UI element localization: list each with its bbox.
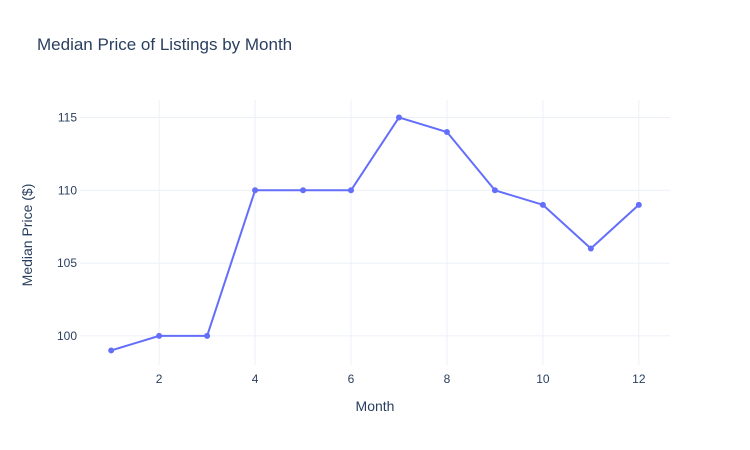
y-tick-label: 105: [57, 256, 77, 270]
data-point[interactable]: [348, 187, 355, 194]
y-tick-label: 100: [57, 329, 77, 343]
data-point[interactable]: [491, 187, 498, 194]
x-tick-label: 8: [444, 372, 451, 386]
x-tick-labels: 2 4 6 8 10 12: [156, 372, 646, 386]
y-tick-label: 110: [58, 183, 77, 197]
data-point[interactable]: [300, 187, 307, 194]
data-point[interactable]: [539, 201, 546, 208]
chart-title: Median Price of Listings by Month: [37, 35, 292, 54]
data-point[interactable]: [252, 187, 259, 194]
data-point[interactable]: [156, 332, 163, 339]
y-axis-title: Median Price ($): [19, 184, 35, 287]
series-line: [110, 116, 640, 352]
x-tick-label: 10: [536, 372, 550, 386]
x-axis-title: Month: [356, 398, 395, 414]
x-tick-label: 6: [348, 372, 355, 386]
y-tick-label: 115: [58, 110, 77, 124]
data-point[interactable]: [443, 129, 450, 136]
y-tick-labels: 100 105 110 115: [57, 110, 77, 342]
data-point[interactable]: [204, 332, 211, 339]
data-point[interactable]: [587, 245, 594, 252]
data-point[interactable]: [395, 114, 402, 121]
data-point[interactable]: [635, 201, 642, 208]
x-tick-label: 12: [632, 372, 646, 386]
data-series: [108, 114, 642, 354]
x-tick-label: 4: [252, 372, 259, 386]
x-tick-label: 2: [156, 372, 163, 386]
gridlines: [80, 100, 670, 365]
data-point[interactable]: [108, 347, 115, 354]
